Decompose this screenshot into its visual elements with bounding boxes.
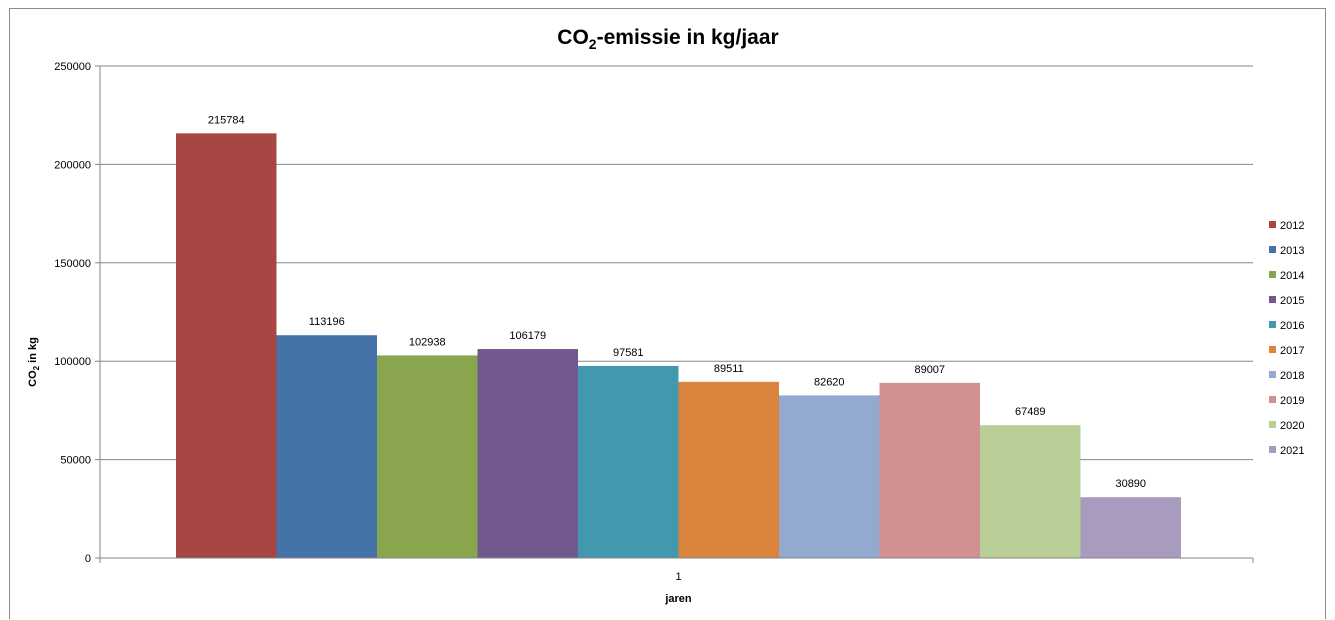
legend-swatch-2012: [1269, 221, 1276, 228]
data-labels: 215784 113196 102938 106179 97581 89511 82620 8…: [208, 114, 1146, 490]
y-axis-title-sub: 2: [32, 365, 41, 370]
legend-label-2012: 2012: [1280, 220, 1304, 232]
bar-2013: [276, 335, 377, 558]
chart-title: CO2-emissie in kg/jaar: [557, 26, 778, 52]
y-tick-label: 100000: [54, 356, 91, 368]
bar-2015: [477, 349, 578, 558]
data-label-2019: 89007: [914, 364, 945, 376]
legend-swatch-2019: [1269, 396, 1276, 403]
legend-swatch-2021: [1269, 446, 1276, 453]
legend-label-2020: 2020: [1280, 420, 1304, 432]
legend-label-2014: 2014: [1280, 270, 1304, 282]
y-tick-label: 0: [85, 553, 91, 565]
data-label-2013: 113196: [309, 316, 345, 328]
legend-swatch-2018: [1269, 371, 1276, 378]
bar-2016: [578, 365, 679, 558]
y-tick-label: 50000: [60, 455, 91, 467]
y-axis-ticks: 0 50000 100000 150000 200000 250000: [54, 61, 1254, 565]
legend-label-2013: 2013: [1280, 245, 1304, 257]
bar-2014: [377, 355, 478, 558]
chart-title-rest: -emissie in kg/jaar: [597, 26, 779, 49]
bar-2021: [1080, 497, 1181, 558]
chart-title-main: CO: [557, 26, 589, 49]
legend-swatch-2017: [1269, 346, 1276, 353]
data-label-2014: 102938: [409, 336, 446, 348]
legend-label-2021: 2021: [1280, 445, 1304, 457]
bar-2019: [879, 382, 980, 558]
data-label-2016: 97581: [613, 347, 644, 359]
legend-swatch-2015: [1269, 296, 1276, 303]
bar-2012: [176, 133, 277, 558]
legend-label-2016: 2016: [1280, 320, 1304, 332]
y-tick-label: 150000: [54, 258, 91, 270]
legend: 2012 2013 2014 2015 2016 2017 2018 2019 2020 2021: [1269, 220, 1304, 457]
legend-swatch-2020: [1269, 421, 1276, 428]
x-tick-label: 1: [675, 571, 681, 583]
legend-label-2019: 2019: [1280, 395, 1304, 407]
legend-swatch-2016: [1269, 321, 1276, 328]
chart-title-sub: 2: [589, 36, 597, 52]
chart-frame: CO2-emissie in kg/jaar 0 50000 100000 15000…: [9, 8, 1326, 619]
bar-2018: [779, 395, 880, 558]
legend-swatch-2014: [1269, 271, 1276, 278]
data-label-2015: 106179: [509, 330, 546, 342]
data-label-2017: 89511: [714, 363, 744, 375]
legend-swatch-2013: [1269, 246, 1276, 253]
bar-2017: [678, 381, 779, 558]
bar-2020: [980, 425, 1081, 558]
data-label-2020: 67489: [1015, 406, 1046, 418]
chart: CO2-emissie in kg/jaar 05000010000015000…: [27, 26, 1304, 605]
bars: [176, 133, 1181, 558]
y-axis-title-main: CO: [27, 370, 39, 387]
y-axis-title: CO2 in kg: [27, 337, 41, 387]
y-axis-title-rest: in kg: [27, 337, 39, 366]
legend-label-2015: 2015: [1280, 295, 1304, 307]
y-tick-label: 250000: [54, 61, 91, 73]
data-label-2012: 215784: [208, 114, 245, 126]
data-label-2021: 30890: [1115, 478, 1146, 490]
legend-label-2018: 2018: [1280, 370, 1304, 382]
y-tick-label: 200000: [54, 159, 91, 171]
data-label-2018: 82620: [814, 376, 845, 388]
legend-label-2017: 2017: [1280, 345, 1304, 357]
x-axis-title: jaren: [664, 593, 692, 605]
